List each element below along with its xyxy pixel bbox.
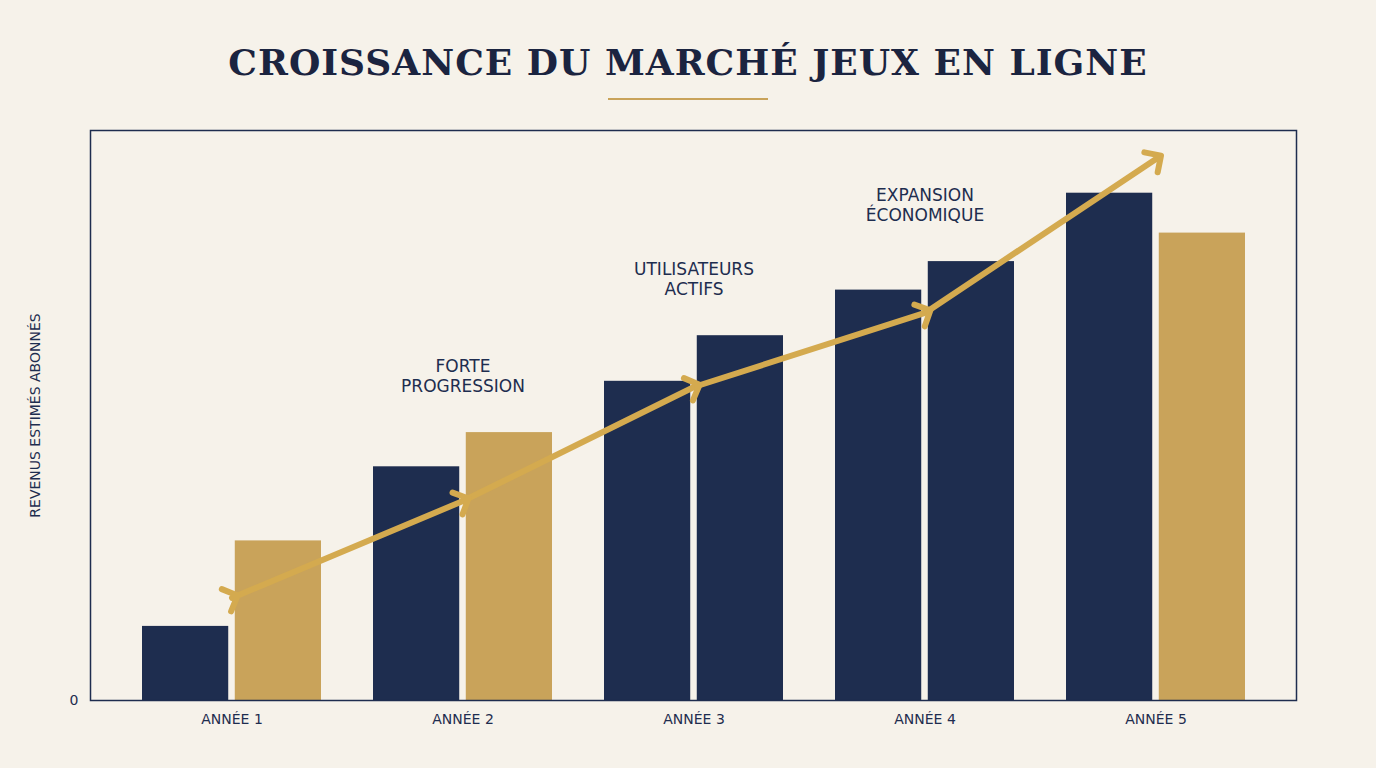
svg-text:ANNÉE 5: ANNÉE 5 <box>1125 711 1187 727</box>
svg-text:ANNÉE 2: ANNÉE 2 <box>432 711 494 727</box>
svg-text:FORTEPROGRESSION: FORTEPROGRESSION <box>401 356 525 396</box>
svg-text:EXPANSIONÉCONOMIQUE: EXPANSIONÉCONOMIQUE <box>866 185 984 225</box>
svg-text:0: 0 <box>70 692 79 708</box>
svg-text:ANNÉE 1: ANNÉE 1 <box>201 711 263 727</box>
svg-text:ANNÉE 3: ANNÉE 3 <box>663 711 725 727</box>
svg-text:ANNÉE 4: ANNÉE 4 <box>894 711 956 727</box>
svg-text:UTILISATEURSACTIFS: UTILISATEURSACTIFS <box>634 259 754 299</box>
html-text:CROISSANCE DU MARCHÉ JEUX EN L: CROISSANCE DU MARCHÉ JEUX EN LIGNE <box>228 41 1148 83</box>
svg-text:REVENUS ESTIMÉS ABONNÉS: REVENUS ESTIMÉS ABONNÉS <box>27 313 43 517</box>
